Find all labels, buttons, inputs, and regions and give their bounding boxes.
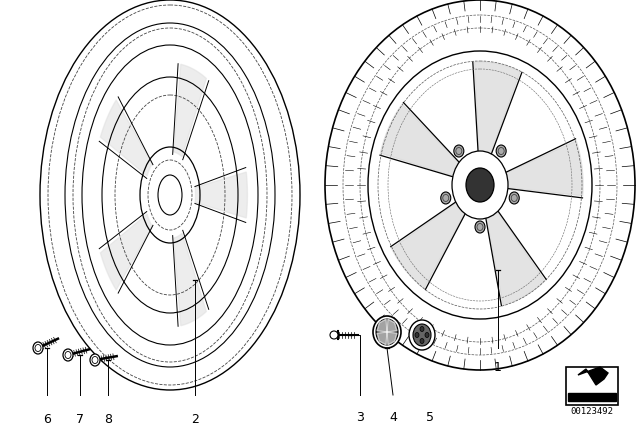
- Ellipse shape: [420, 339, 424, 344]
- Polygon shape: [486, 211, 545, 305]
- Ellipse shape: [466, 168, 494, 202]
- Polygon shape: [195, 172, 248, 218]
- Ellipse shape: [330, 331, 338, 339]
- Polygon shape: [173, 233, 206, 326]
- Polygon shape: [387, 319, 397, 332]
- Polygon shape: [100, 100, 152, 176]
- Ellipse shape: [368, 51, 592, 319]
- Polygon shape: [377, 332, 387, 345]
- Ellipse shape: [425, 332, 429, 337]
- Text: 3: 3: [356, 411, 364, 424]
- Ellipse shape: [90, 354, 100, 366]
- Polygon shape: [387, 332, 397, 345]
- Bar: [566, 367, 618, 405]
- Ellipse shape: [496, 145, 506, 157]
- Text: 5: 5: [426, 411, 434, 424]
- Ellipse shape: [509, 192, 519, 204]
- Ellipse shape: [415, 332, 419, 337]
- Text: 2: 2: [191, 413, 199, 426]
- Text: 6: 6: [43, 413, 51, 426]
- Text: 7: 7: [76, 413, 84, 426]
- Polygon shape: [392, 202, 465, 289]
- Polygon shape: [100, 214, 152, 290]
- Ellipse shape: [373, 316, 401, 348]
- Polygon shape: [377, 319, 387, 332]
- Ellipse shape: [413, 324, 431, 346]
- Polygon shape: [475, 62, 520, 154]
- Ellipse shape: [63, 349, 73, 361]
- Text: 00123492: 00123492: [570, 407, 614, 416]
- Text: 4: 4: [389, 411, 397, 424]
- Ellipse shape: [376, 319, 398, 345]
- Ellipse shape: [454, 145, 464, 157]
- Text: 8: 8: [104, 413, 112, 426]
- Ellipse shape: [441, 192, 451, 204]
- Text: 1: 1: [494, 361, 502, 374]
- Ellipse shape: [420, 327, 424, 332]
- Polygon shape: [578, 367, 608, 385]
- Ellipse shape: [33, 342, 43, 354]
- Ellipse shape: [409, 320, 435, 350]
- Polygon shape: [380, 104, 459, 176]
- Polygon shape: [173, 64, 206, 157]
- Ellipse shape: [452, 151, 508, 219]
- Ellipse shape: [475, 221, 485, 233]
- Polygon shape: [506, 141, 583, 196]
- Polygon shape: [568, 393, 616, 401]
